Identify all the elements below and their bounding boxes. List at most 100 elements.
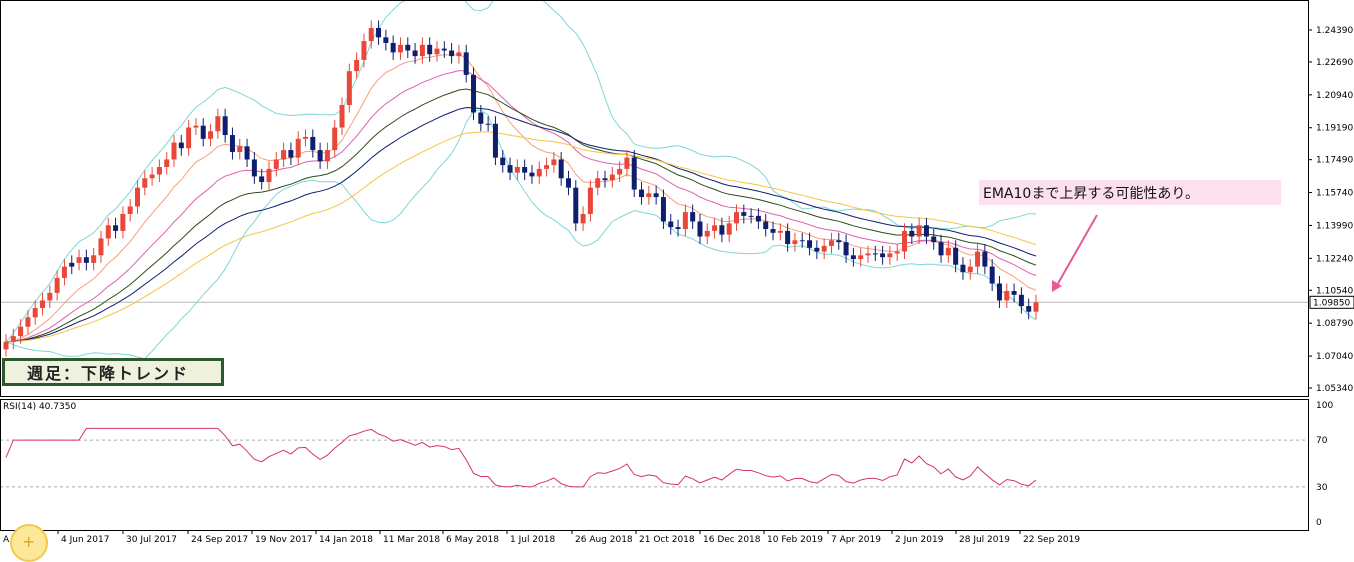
candle-body — [697, 221, 702, 236]
x-tick-label: 14 Jan 2018 — [319, 535, 373, 545]
candle-body — [895, 252, 900, 254]
candle-body — [595, 178, 600, 187]
rsi-line — [6, 428, 1036, 487]
candle-body — [931, 237, 936, 243]
candle-body — [807, 240, 812, 248]
candle-body — [383, 37, 388, 43]
candle-body — [106, 225, 111, 238]
candle-body — [215, 116, 220, 131]
candle-body — [909, 231, 914, 237]
candle-body — [142, 178, 147, 187]
candle-body — [705, 231, 710, 237]
ema-annotation-text: EMA10まで上昇する可能性あり。 — [983, 183, 1199, 203]
candle-body — [887, 253, 892, 257]
candle-body — [690, 212, 695, 221]
candle-body — [1026, 306, 1031, 312]
candle-body — [288, 150, 293, 158]
x-tick-label: 16 Dec 2018 — [703, 535, 761, 545]
candle-body — [551, 159, 556, 165]
x-tick-label: 22 Sep 2019 — [1023, 535, 1080, 545]
candle-body — [646, 193, 651, 197]
candle-body — [661, 197, 666, 221]
candle-body — [354, 60, 359, 71]
x-tick-label: 1 Jul 2018 — [510, 535, 555, 545]
rsi-pane: RSI(14) 40.7350 — [0, 402, 1308, 487]
candle-body — [25, 317, 30, 326]
candle-body — [632, 158, 637, 190]
candle-body — [624, 158, 629, 169]
candle-body — [924, 225, 929, 236]
x-tick-label: 7 Apr 2019 — [831, 535, 881, 545]
candle-body — [603, 178, 608, 180]
x-tick-label: 10 Feb 2019 — [767, 535, 823, 545]
candle-body — [413, 50, 418, 56]
candle-body — [880, 253, 885, 257]
x-tick-label: 24 Sep 2017 — [191, 535, 248, 545]
x-tick-label: 19 Nov 2017 — [255, 535, 313, 545]
y-tick-label: 1.17490 — [1316, 156, 1353, 166]
candle-body — [456, 52, 461, 56]
rsi-tick-label: 100 — [1316, 401, 1333, 411]
bollinger-lower — [6, 110, 1036, 359]
candle-body — [47, 293, 52, 301]
candle-body — [486, 124, 491, 125]
candle-body — [1012, 291, 1017, 295]
candle-body — [727, 223, 732, 234]
candle-body — [77, 257, 82, 263]
candle-body — [164, 159, 169, 167]
candle-body — [939, 242, 944, 255]
candle-body — [252, 159, 257, 176]
candle-body — [544, 165, 549, 169]
candle-body — [756, 216, 761, 222]
candle-body — [581, 214, 586, 223]
candle-body — [318, 150, 323, 161]
candle-body — [771, 229, 776, 233]
y-tick-label: 1.12240 — [1316, 254, 1353, 264]
candle-body — [734, 212, 739, 223]
candle-body — [873, 253, 878, 254]
candle-body — [960, 265, 965, 273]
ema10-line — [6, 55, 1036, 342]
candle-body — [975, 252, 980, 267]
candle-body — [617, 169, 622, 175]
candle-body — [829, 240, 834, 246]
x-tick-label: 2 Jun 2019 — [895, 535, 944, 545]
candle-body — [296, 139, 301, 158]
candle-body — [844, 242, 849, 255]
ema40-line — [6, 108, 1036, 342]
y-tick-label: 1.15740 — [1316, 189, 1353, 199]
candle-body — [128, 206, 133, 214]
y-tick-label: 1.10540 — [1316, 286, 1353, 296]
candle-body — [814, 248, 819, 252]
arrow-head — [1052, 280, 1062, 292]
candle-body — [712, 225, 717, 231]
candle-body — [639, 190, 644, 198]
candle-body — [997, 284, 1002, 301]
axes: 1.243901.226901.209401.191901.174901.157… — [1, 1, 1354, 546]
candle-body — [157, 167, 162, 175]
candle-body — [201, 126, 206, 139]
candle-body — [179, 143, 184, 149]
candle-body — [391, 43, 396, 52]
candle-body — [266, 169, 271, 182]
candle-body — [610, 175, 615, 181]
candle-body — [4, 342, 9, 350]
candle-body — [668, 221, 673, 227]
ema20-line — [6, 71, 1036, 342]
autoscroll-icon[interactable]: + — [10, 524, 48, 562]
candle-body — [405, 45, 410, 51]
ema-annotation-box: EMA10まで上昇する可能性あり。 — [979, 180, 1281, 205]
candle-body — [515, 167, 520, 173]
candle-body — [376, 28, 381, 37]
candle-body — [208, 131, 213, 139]
x-tick-label: 26 Aug 2018 — [575, 535, 633, 545]
candle-body — [529, 173, 534, 177]
candle-body — [588, 188, 593, 214]
y-tick-label: 1.07040 — [1316, 352, 1353, 362]
candle-body — [150, 175, 155, 179]
candle-body — [18, 327, 23, 336]
candle-body — [420, 45, 425, 56]
rsi-label: RSI(14) 40.7350 — [3, 402, 76, 412]
candle-body — [785, 231, 790, 244]
candle-body — [464, 52, 469, 75]
